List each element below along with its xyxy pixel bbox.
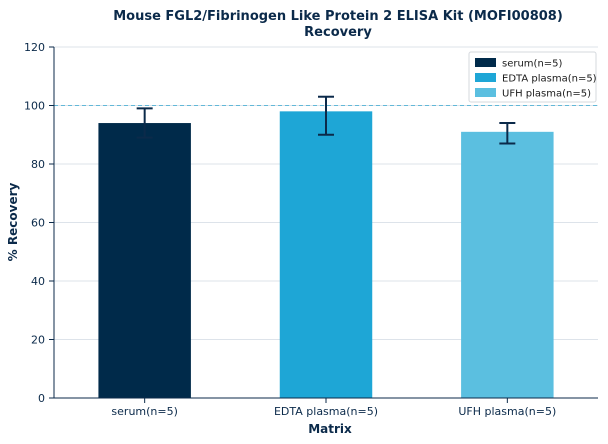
y-tick-label: 100 (24, 100, 45, 113)
bar-0 (98, 123, 191, 399)
legend: serum(n=5) EDTA plasma(n=5) UFH plasma(n=5… (468, 51, 597, 103)
legend-label-0: serum(n=5) (502, 59, 563, 70)
y-tick-label: 0 (38, 392, 45, 405)
x-tick-label: UFH plasma(n=5) (458, 405, 556, 418)
x-tick-label: EDTA plasma(n=5) (274, 405, 378, 418)
x-tick-label: serum(n=5) (111, 405, 177, 418)
legend-box (468, 51, 597, 103)
legend-label-2: UFH plasma(n=5) (502, 89, 591, 100)
x-axis-label: Matrix (308, 422, 352, 436)
bars (98, 95, 554, 399)
bar-1 (279, 111, 373, 398)
legend-label-1: EDTA plasma(n=5) (502, 74, 597, 85)
chart-title-line1: Mouse FGL2/Fibrinogen Like Protein 2 ELI… (113, 9, 563, 24)
legend-swatch-2 (475, 88, 496, 97)
tick-labels: 0 20 40 60 80 100 120 serum(n=5) EDTA plasma(n=5… (24, 41, 556, 418)
y-tick-label: 60 (31, 217, 45, 230)
bar-2 (461, 131, 554, 398)
y-tick-label: 80 (31, 158, 45, 171)
legend-swatch-1 (475, 73, 496, 82)
chart-title-line2: Recovery (304, 25, 372, 40)
y-tick-label: 120 (24, 41, 45, 54)
y-tick-label: 40 (31, 275, 45, 288)
y-tick-label: 20 (31, 334, 45, 347)
legend-swatch-0 (475, 58, 496, 67)
y-axis-label: % Recovery (6, 183, 20, 262)
